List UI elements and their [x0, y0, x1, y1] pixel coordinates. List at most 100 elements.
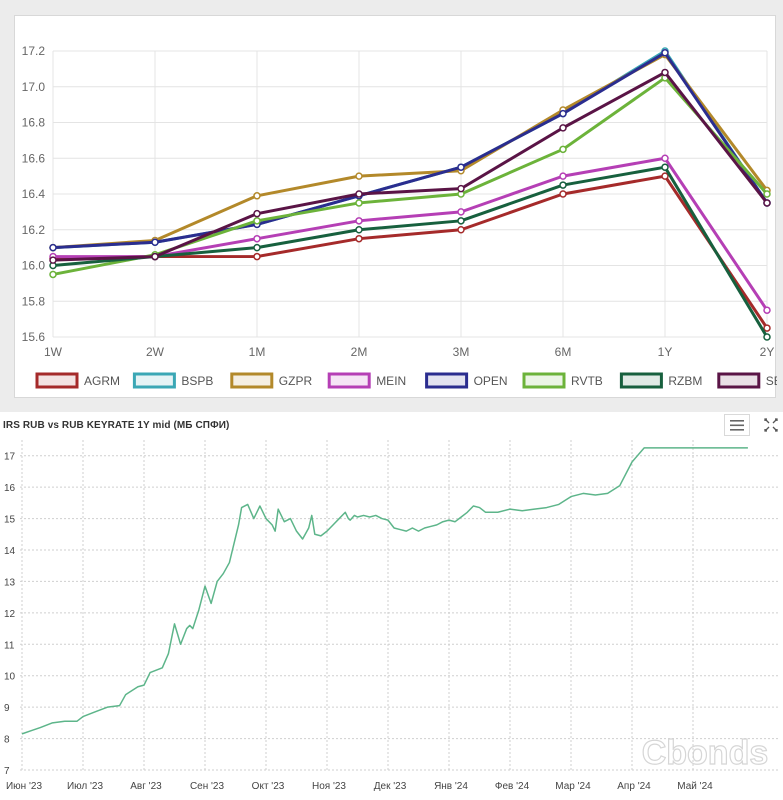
grid — [52, 50, 768, 338]
data-point — [763, 190, 771, 198]
legend-label: GZPR — [279, 374, 313, 388]
x-tick-label: 6M — [555, 345, 572, 359]
y-tick-label: 11 — [4, 640, 15, 651]
data-point — [49, 243, 57, 252]
y-tick-label: 17.2 — [22, 44, 46, 58]
data-point — [559, 124, 567, 132]
x-tick-label: Окт '23 — [252, 781, 285, 792]
legend-swatch — [327, 372, 371, 389]
x-tick-label: Ноя '23 — [312, 781, 346, 792]
data-point — [763, 333, 771, 341]
data-point — [151, 252, 159, 261]
data-point — [661, 68, 669, 77]
legend-label: OPEN — [474, 374, 508, 388]
chart-expand-button[interactable] — [760, 414, 782, 436]
x-tick-label: Дек '23 — [374, 781, 407, 792]
data-point — [763, 199, 771, 207]
y-tick-label: 15 — [4, 515, 16, 526]
cbonds-watermark: Cbonds — [642, 734, 769, 772]
data-point — [253, 234, 261, 243]
legend-item-open: OPEN — [425, 372, 508, 389]
irs-series-line — [21, 447, 748, 735]
y-tick-label: 16.6 — [22, 151, 46, 165]
series-line — [52, 51, 769, 250]
x-tick-label: 1Y — [658, 345, 673, 359]
data-point — [763, 306, 771, 314]
x-tick-label: Фев '24 — [495, 781, 530, 792]
x-tick-label: Июн '23 — [6, 781, 42, 792]
legend-swatch — [717, 372, 761, 389]
x-tick-label: 2W — [146, 345, 165, 359]
x-tick-label: 1M — [249, 345, 266, 359]
legend-swatch — [132, 372, 176, 389]
irs-history-chart-card: Cbonds 7 8 9 10 11 12 13 14 15 16 17 Июн '23 Июл '23 А… — [0, 412, 783, 800]
data-point — [253, 243, 261, 252]
legend-item-bspb: BSPB — [132, 372, 213, 389]
data-point — [253, 192, 261, 200]
data-point — [457, 184, 465, 193]
legend-label: BSPB — [181, 374, 213, 388]
data-point — [355, 190, 363, 198]
data-point — [559, 172, 567, 180]
series-line — [52, 53, 769, 250]
y-tick-label: 10 — [4, 672, 16, 683]
data-point — [253, 252, 261, 261]
data-point — [559, 109, 567, 118]
x-tick-label: 2Y — [760, 345, 775, 359]
y-tick-label: 16.0 — [22, 259, 46, 273]
x-tick-label: Авг '23 — [130, 781, 162, 792]
y-tick-label: 16.2 — [22, 223, 46, 237]
series-line — [52, 70, 769, 262]
legend-label: RVTB — [571, 374, 603, 388]
chart-menu-button[interactable] — [724, 414, 750, 436]
y-tick-label: 16.8 — [22, 116, 46, 130]
x-tick-label: Апр '24 — [617, 781, 651, 792]
y-tick-label: 17 — [4, 452, 16, 463]
chart-title: IRS RUB vs RUB KEYRATE 1Y mid (МБ СПФИ) — [3, 420, 230, 431]
data-point — [457, 163, 465, 171]
data-point — [661, 154, 669, 162]
irs-history-chart: Cbonds 7 8 9 10 11 12 13 14 15 16 17 Июн '23 Июл '23 А… — [4, 440, 778, 792]
legend-label: MEIN — [376, 374, 406, 388]
grid — [20, 440, 778, 771]
data-point — [457, 208, 465, 216]
y-tick-label: 7 — [4, 766, 10, 777]
y-tick-label: 13 — [4, 577, 16, 588]
series-sber — [49, 68, 771, 264]
legend-item-rvtb: RVTB — [522, 372, 603, 389]
data-point — [457, 217, 465, 225]
x-tick-label: 1W — [44, 345, 63, 359]
data-point — [661, 49, 669, 57]
y-tick-label: 8 — [4, 735, 10, 746]
legend-label: RZBM — [668, 374, 702, 388]
legend-item-gzpr: GZPR — [230, 372, 313, 389]
y-tick-label: 9 — [4, 703, 10, 714]
data-point — [355, 172, 363, 180]
y-tick-label: 16 — [4, 483, 16, 494]
data-point — [661, 172, 669, 180]
legend-item-sber: SBER — [717, 372, 777, 389]
data-point — [253, 209, 261, 218]
legend-swatch — [619, 372, 663, 389]
yield-curve-chart: 15.6 15.8 16.0 16.2 16.4 16.6 16.8 17.0 17.2 1W 2W… — [22, 44, 777, 389]
legend-item-rzbm: RZBM — [619, 372, 702, 389]
data-point — [763, 324, 771, 332]
x-tick-label: Сен '23 — [190, 781, 225, 792]
data-point — [661, 163, 669, 171]
x-tick-label: Янв '24 — [434, 781, 468, 792]
legend-item-mein: MEIN — [327, 372, 406, 389]
series-line — [52, 165, 769, 338]
y-tick-label: 15.8 — [22, 294, 46, 308]
data-point — [355, 226, 363, 234]
data-point — [355, 234, 363, 243]
x-tick-label: Мар '24 — [555, 781, 591, 792]
legend-swatch — [230, 372, 274, 389]
legend-swatch — [35, 372, 79, 389]
y-tick-label: 17.0 — [22, 80, 46, 94]
x-tick-label: 3M — [453, 345, 470, 359]
data-point — [355, 217, 363, 225]
expand-icon — [764, 418, 778, 432]
y-tick-label: 16.4 — [22, 187, 46, 201]
y-tick-label: 15.6 — [22, 330, 46, 344]
data-point — [253, 217, 261, 225]
